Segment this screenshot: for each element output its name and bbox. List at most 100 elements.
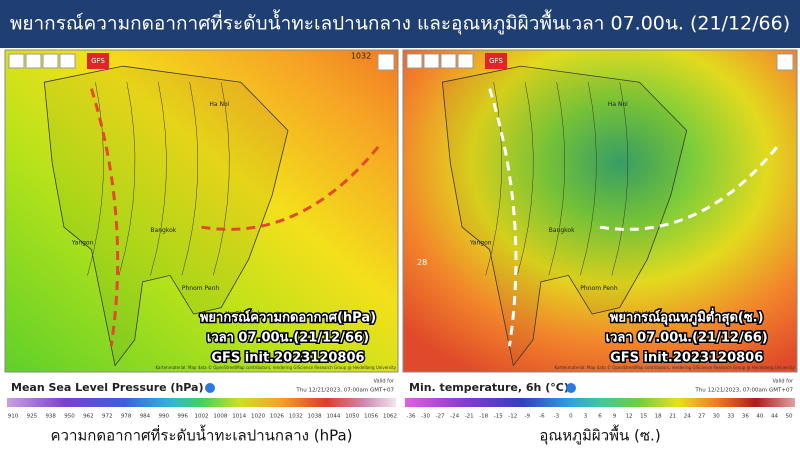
- border-line: [87, 82, 104, 276]
- caption: อุณหภูมิผิวพื้น (ซ.): [539, 425, 660, 446]
- color-bar-tick: 33: [727, 414, 734, 420]
- toolbar-button[interactable]: [457, 53, 474, 69]
- color-bar-tick: 44: [771, 414, 778, 420]
- color-bar-tick: -6: [539, 414, 545, 420]
- color-bar-tick: -3: [554, 414, 560, 420]
- city-label: Bangkok: [150, 227, 176, 234]
- color-bar-tick: 1008: [213, 414, 227, 420]
- color-bar: [7, 398, 396, 407]
- color-bar-tick: 21: [669, 414, 676, 420]
- city-label: Bangkok: [549, 227, 575, 234]
- model-badge-bg: [87, 53, 109, 69]
- color-bar-tick: 950: [64, 414, 75, 420]
- color-bar-tick: 938: [45, 414, 56, 420]
- border-line: [611, 82, 629, 276]
- color-bar-tick: 1026: [270, 414, 284, 420]
- map-panel: GFS 1032 Ha Noi Yangon Bangkok Phnom Penh Ho C…: [4, 49, 399, 445]
- toolbar-button[interactable]: [8, 53, 25, 69]
- color-bar-tick: -9: [525, 414, 531, 420]
- header-title: พยากรณ์ความกดอากาศที่ระดับน้ำทะเลปานกลาง…: [10, 10, 790, 36]
- city-label: Phnom Penh: [182, 285, 220, 292]
- color-bar: [405, 398, 795, 407]
- valid-time: Thu 12/21/2023, 07:00am GMT+07: [694, 388, 793, 394]
- valid-label: Valid for: [772, 379, 793, 385]
- color-bar-tick: 6: [598, 414, 602, 420]
- model-badge-bg: [485, 53, 507, 69]
- city-label: Ha Noi: [608, 101, 628, 108]
- model-badge: GFS: [489, 57, 503, 65]
- color-bar-tick: 30: [713, 414, 720, 420]
- front-line: [90, 88, 120, 347]
- color-bar-tick: 910: [8, 414, 19, 420]
- border-line: [485, 82, 503, 276]
- color-bar-tick: 990: [159, 414, 170, 420]
- overlay-text: เวลา 07.00น.(21/12/66): [207, 331, 369, 346]
- land-outline: [43, 65, 289, 367]
- color-bar-tick: 978: [121, 414, 132, 420]
- toolbar-button[interactable]: [406, 53, 423, 69]
- color-bar-tick: 27: [698, 414, 705, 420]
- front-line: [599, 145, 779, 231]
- color-bar-tick: 1062: [383, 414, 397, 420]
- valid-time: Thu 12/21/2023, 07:00am GMT+07: [295, 388, 394, 394]
- color-bar-tick: 925: [27, 414, 38, 420]
- color-bar-tick: 0: [569, 414, 573, 420]
- color-bar-tick: -27: [436, 414, 445, 420]
- color-bar-tick: -12: [508, 414, 517, 420]
- color-bar-tick: -21: [465, 414, 474, 420]
- color-bar-tick: 1002: [195, 414, 209, 420]
- color-bar-tick: -18: [479, 414, 488, 420]
- color-bar-tick: 1056: [364, 414, 378, 420]
- city-label: Yangon: [71, 240, 94, 247]
- legend-title: Mean Sea Level Pressure (hPa): [11, 381, 204, 394]
- isobar-label: 28: [417, 258, 427, 267]
- color-bar-tick: 36: [742, 414, 749, 420]
- city-label: Ho Chi Minh: [225, 311, 261, 318]
- valid-label: Valid for: [373, 379, 394, 385]
- legend-title: Min. temperature, 6h (°C): [409, 381, 569, 394]
- attribution: Kartenmaterial: Map data © OpenStreetMap…: [155, 365, 396, 370]
- info-icon[interactable]: [566, 383, 576, 393]
- color-bar-tick: 15: [640, 414, 647, 420]
- color-bar-tick: 40: [756, 414, 763, 420]
- city-label: Yangon: [469, 240, 492, 247]
- toolbar-button[interactable]: [59, 53, 76, 69]
- land-outline: [441, 65, 688, 367]
- header-bar: [0, 0, 800, 48]
- color-bar-tick: 996: [177, 414, 188, 420]
- city-label: Phnom Penh: [580, 285, 618, 292]
- toolbar-button[interactable]: [440, 53, 457, 69]
- toolbar-button[interactable]: [25, 53, 42, 69]
- border-line: [213, 82, 230, 276]
- info-icon[interactable]: [205, 383, 215, 393]
- border-line: [580, 82, 597, 276]
- border-line: [517, 82, 534, 276]
- share-button[interactable]: [377, 53, 395, 71]
- color-bar-tick: 24: [684, 414, 691, 420]
- color-bar-tick: 12: [626, 414, 633, 420]
- toolbar-button[interactable]: [42, 53, 59, 69]
- color-bar-tick: -36: [407, 414, 416, 420]
- overlay-text: พยากรณ์อุณหภูมิต่ำสุด(ซ.): [610, 308, 764, 326]
- color-bar-tick: 1032: [289, 414, 303, 420]
- color-bar-tick: 972: [102, 414, 113, 420]
- overlay-text: เวลา 07.00น.(21/12/66): [606, 331, 768, 346]
- overlay-text: GFS init.2023120806: [211, 351, 364, 366]
- share-button[interactable]: [776, 53, 794, 71]
- border-line: [118, 82, 136, 276]
- color-bar-tick: 9: [613, 414, 617, 420]
- city-label: Ha Noi: [209, 101, 229, 108]
- isobar-label: 1032: [351, 52, 371, 61]
- caption: ความกดอากาศที่ระดับน้ำทะเลปานกลาง (hPa): [50, 425, 352, 445]
- border-line: [181, 82, 199, 276]
- overlay-text: พยากรณ์ความกดอากาศ(hPa): [200, 310, 376, 326]
- front-line: [488, 88, 518, 347]
- color-bar-tick: 962: [83, 414, 94, 420]
- color-bar-tick: 1038: [308, 414, 322, 420]
- toolbar-button[interactable]: [423, 53, 440, 69]
- color-bar-tick: -30: [421, 414, 430, 420]
- city-label: Ho Chi Minh: [624, 311, 660, 318]
- color-bar-tick: 1044: [326, 414, 340, 420]
- color-bar-tick: 18: [655, 414, 662, 420]
